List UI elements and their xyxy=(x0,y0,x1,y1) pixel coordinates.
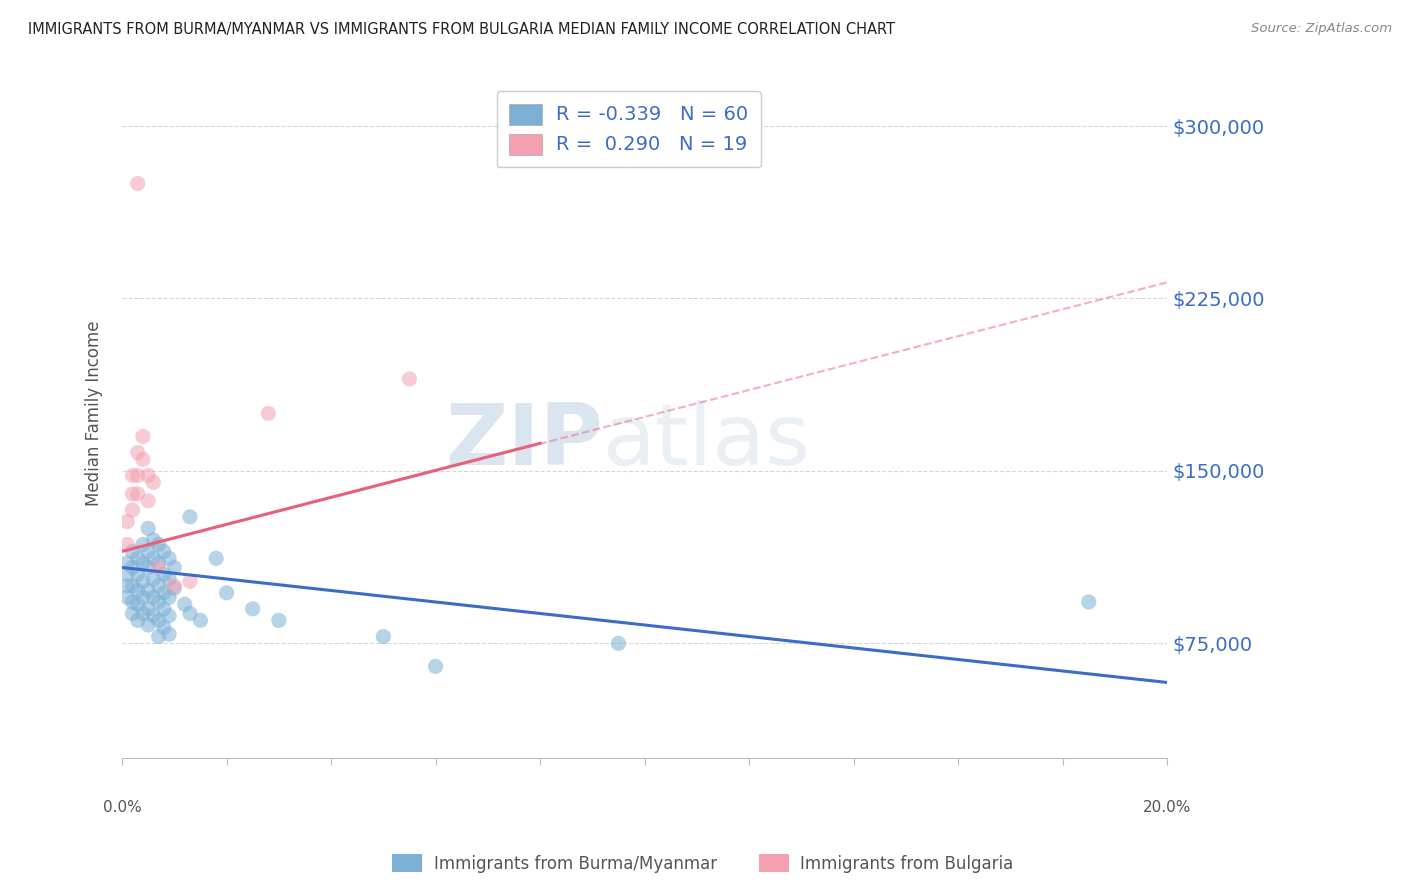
Point xyxy=(148,595,170,609)
Text: IMMIGRANTS FROM BURMA/MYANMAR VS IMMIGRANTS FROM BULGARIA MEDIAN FAMILY INCOME C: IMMIGRANTS FROM BURMA/MYANMAR VS IMMIGRA… xyxy=(28,22,896,37)
Point xyxy=(121,595,143,609)
Point xyxy=(398,372,420,386)
Point xyxy=(157,591,180,605)
Point xyxy=(148,630,170,644)
Point xyxy=(121,468,143,483)
Point xyxy=(132,537,155,551)
Point xyxy=(205,551,228,566)
Point xyxy=(136,618,159,632)
Point xyxy=(153,567,176,582)
Point xyxy=(179,509,201,524)
Point xyxy=(153,586,176,600)
Point xyxy=(242,602,264,616)
Point xyxy=(121,607,143,621)
Point xyxy=(132,591,155,605)
Point xyxy=(157,572,180,586)
Point xyxy=(127,468,149,483)
Point xyxy=(179,607,201,621)
Point xyxy=(190,613,212,627)
Point xyxy=(179,574,201,589)
Point xyxy=(142,475,165,490)
Point xyxy=(127,597,149,611)
Point xyxy=(132,429,155,443)
Point xyxy=(142,551,165,566)
Point xyxy=(148,579,170,593)
Point xyxy=(153,620,176,634)
Point xyxy=(117,591,139,605)
Point xyxy=(425,659,447,673)
Text: Source: ZipAtlas.com: Source: ZipAtlas.com xyxy=(1251,22,1392,36)
Point xyxy=(267,613,290,627)
Point xyxy=(117,567,139,582)
Point xyxy=(136,560,159,574)
Point xyxy=(117,537,139,551)
Point xyxy=(373,630,395,644)
Point xyxy=(607,636,630,650)
Point xyxy=(117,556,139,570)
Text: 20.0%: 20.0% xyxy=(1143,800,1191,814)
Point xyxy=(148,537,170,551)
Point xyxy=(153,544,176,558)
Legend: R = -0.339   N = 60, R =  0.290   N = 19: R = -0.339 N = 60, R = 0.290 N = 19 xyxy=(496,91,761,168)
Point xyxy=(142,572,165,586)
Text: atlas: atlas xyxy=(603,400,811,483)
Point xyxy=(121,579,143,593)
Point xyxy=(136,493,159,508)
Point xyxy=(127,177,149,191)
Point xyxy=(132,556,155,570)
Text: ZIP: ZIP xyxy=(446,400,603,483)
Point xyxy=(136,521,159,535)
Point xyxy=(127,487,149,501)
Point xyxy=(257,406,280,420)
Point xyxy=(157,627,180,641)
Point xyxy=(148,556,170,570)
Point xyxy=(117,579,139,593)
Point xyxy=(127,583,149,598)
Y-axis label: Median Family Income: Median Family Income xyxy=(86,321,103,506)
Point xyxy=(157,551,180,566)
Point xyxy=(121,503,143,517)
Point xyxy=(148,560,170,574)
Point xyxy=(142,533,165,547)
Point xyxy=(121,487,143,501)
Point xyxy=(136,468,159,483)
Point xyxy=(127,445,149,459)
Point xyxy=(163,560,186,574)
Point xyxy=(117,515,139,529)
Point xyxy=(163,579,186,593)
Point xyxy=(136,602,159,616)
Text: 0.0%: 0.0% xyxy=(103,800,142,814)
Point xyxy=(153,602,176,616)
Point xyxy=(142,608,165,623)
Point xyxy=(127,567,149,582)
Point xyxy=(1077,595,1099,609)
Point xyxy=(132,574,155,589)
Point xyxy=(215,586,238,600)
Point xyxy=(121,560,143,574)
Point xyxy=(142,591,165,605)
Point xyxy=(163,581,186,595)
Point xyxy=(148,613,170,627)
Point xyxy=(127,613,149,627)
Point xyxy=(136,583,159,598)
Point xyxy=(132,607,155,621)
Point xyxy=(121,544,143,558)
Point xyxy=(127,551,149,566)
Point xyxy=(173,597,195,611)
Legend: Immigrants from Burma/Myanmar, Immigrants from Bulgaria: Immigrants from Burma/Myanmar, Immigrant… xyxy=(385,847,1021,880)
Point xyxy=(136,544,159,558)
Point xyxy=(132,452,155,467)
Point xyxy=(157,608,180,623)
